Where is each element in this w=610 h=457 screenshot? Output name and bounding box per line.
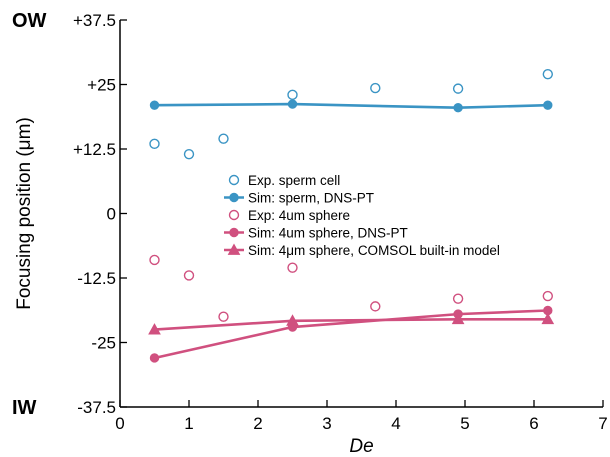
- series-1-point: [218, 133, 229, 144]
- x-tick-label: 3: [322, 414, 331, 433]
- x-tick-label: 4: [391, 414, 400, 433]
- y-tick-label: -12.5: [77, 269, 116, 288]
- series-4: [149, 305, 553, 363]
- y-tick-label: +12.5: [73, 140, 116, 159]
- y-tick-label: +25: [87, 76, 116, 95]
- legend-marker: [228, 174, 240, 186]
- series-2-point: [543, 100, 553, 110]
- series-1-point: [452, 83, 464, 94]
- series-3-point: [452, 293, 464, 304]
- outer-wall-label: OW: [12, 10, 47, 32]
- series-4-line: [154, 309, 548, 360]
- y-tick-label: -25: [91, 334, 116, 353]
- legend-entry-5: Sim: 4μm sphere, COMSOL built-in model: [224, 243, 500, 258]
- series-3-point: [183, 270, 195, 281]
- x-tick-label: 1: [184, 414, 193, 433]
- series-1: [149, 68, 553, 160]
- series-2-point: [453, 103, 463, 113]
- legend-marker: [229, 192, 239, 203]
- legend-entry-4: Sim: 4um sphere, DNS-PT: [224, 226, 408, 241]
- legend-label: Exp. sperm cell: [248, 173, 340, 188]
- y-tick-label: -37.5: [77, 398, 116, 417]
- series-5: [148, 312, 555, 335]
- inner-wall-label: IW: [12, 397, 37, 419]
- legend-marker: [229, 227, 239, 238]
- series-1-point: [542, 68, 553, 80]
- series-1-point: [287, 89, 298, 101]
- series-1-point: [370, 82, 381, 94]
- series-5-point: [286, 314, 299, 326]
- series-2-point: [149, 100, 160, 110]
- series-5-line: [154, 317, 548, 331]
- y-axis-title: Focusing position (μm): [14, 117, 35, 310]
- legend-marker: [227, 243, 241, 255]
- legend-marker: [228, 209, 240, 221]
- series-3-point: [542, 290, 553, 302]
- legend-label: Exp: 4um sphere: [248, 208, 350, 223]
- x-tick-label: 0: [115, 414, 124, 433]
- legend-entry-2: Sim: sperm, DNS-PT: [224, 191, 374, 206]
- x-tick-label: 5: [460, 414, 469, 433]
- series-3-point: [370, 301, 381, 312]
- legend-label: Sim: sperm, DNS-PT: [248, 191, 374, 206]
- series-1-point: [183, 148, 195, 160]
- series-2-point: [287, 99, 298, 109]
- series-5-point: [451, 312, 465, 325]
- x-tick-label: 7: [598, 414, 607, 433]
- series-3: [149, 254, 553, 322]
- y-tick-label: 0: [107, 205, 116, 224]
- x-axis-title: De: [349, 436, 373, 457]
- x-tick-label: 2: [253, 414, 262, 433]
- legend-label: Sim: 4um sphere, DNS-PT: [248, 226, 408, 241]
- legend-entry-3: Exp: 4um sphere: [228, 208, 350, 223]
- series-5-point: [148, 323, 161, 335]
- legend-entry-1: Exp. sperm cell: [228, 173, 340, 188]
- series-3-point: [218, 311, 229, 322]
- series-2: [149, 99, 553, 113]
- series-1-point: [149, 138, 160, 150]
- series-3-point: [287, 262, 298, 273]
- series-4-point: [149, 353, 160, 363]
- legend-label: Sim: 4μm sphere, COMSOL built-in model: [248, 243, 500, 258]
- x-tick-label: 6: [529, 414, 538, 433]
- series-2-line: [154, 102, 548, 110]
- series-5-point: [541, 312, 555, 325]
- series-3-point: [149, 254, 160, 266]
- y-tick-label: +37.5: [73, 11, 116, 30]
